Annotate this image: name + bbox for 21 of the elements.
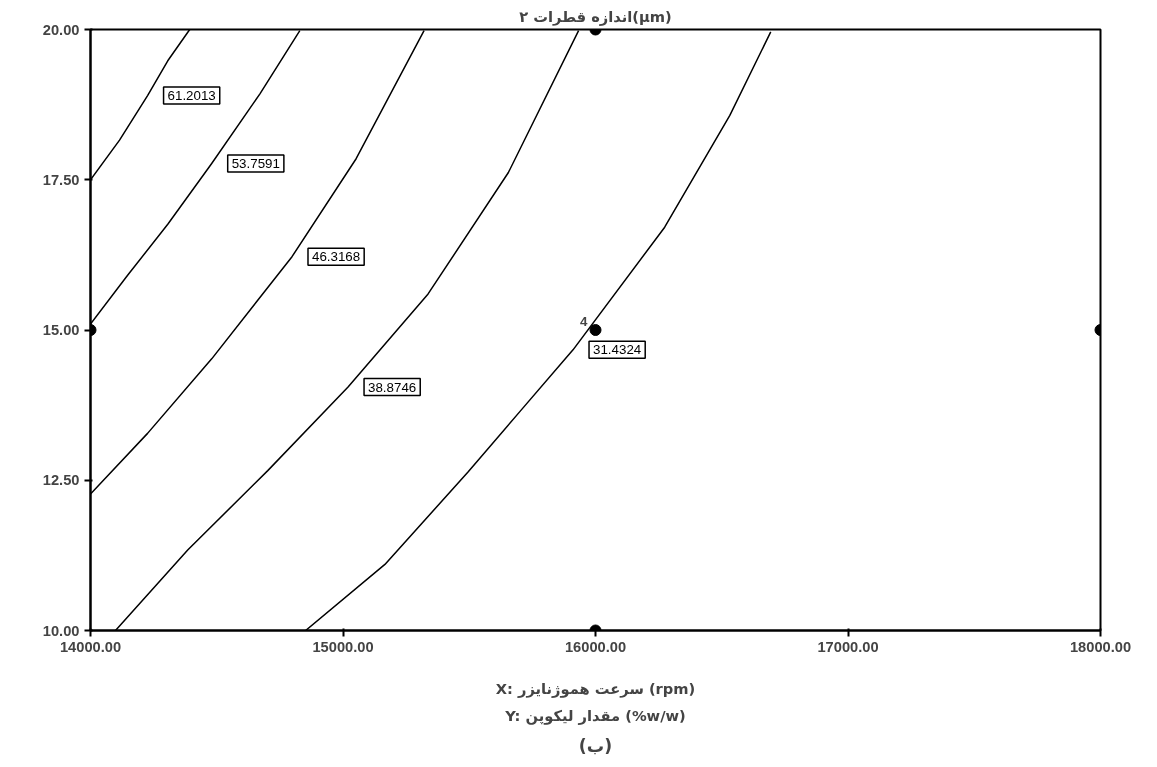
- y-tick-label: 20.00: [42, 21, 80, 38]
- text: (ب): [578, 735, 613, 756]
- chart-title: اندازه قطرات ۲(μm): [519, 7, 672, 26]
- x-tick-label: 15000.00: [312, 638, 374, 655]
- y-tick-label: 17.50: [42, 171, 80, 188]
- x-tick-label: 17000.00: [817, 638, 879, 655]
- series-label: 31.4324: [593, 342, 642, 358]
- x-tick-label: 16000.00: [564, 638, 627, 655]
- point: [589, 324, 602, 336]
- x-tick-label: 14000.00: [59, 638, 122, 655]
- y-tick-label: 10.00: [42, 622, 80, 639]
- series-label: 61.2013: [167, 88, 216, 104]
- series-label: 38.8746: [368, 379, 417, 395]
- annotation: 4: [580, 314, 589, 329]
- series-label: 53.7591: [231, 156, 280, 172]
- y-tick-label: 12.50: [42, 472, 80, 489]
- y-tick-label: 15.00: [42, 322, 80, 338]
- x-tick-label: 18000.00: [1069, 638, 1132, 655]
- text: Y: مقدار لیکوپن (%w/w): [504, 706, 686, 725]
- x-axis-title: X: سرعت هموژنایزر (rpm): [495, 679, 696, 698]
- series-label: 46.3168: [311, 249, 361, 265]
